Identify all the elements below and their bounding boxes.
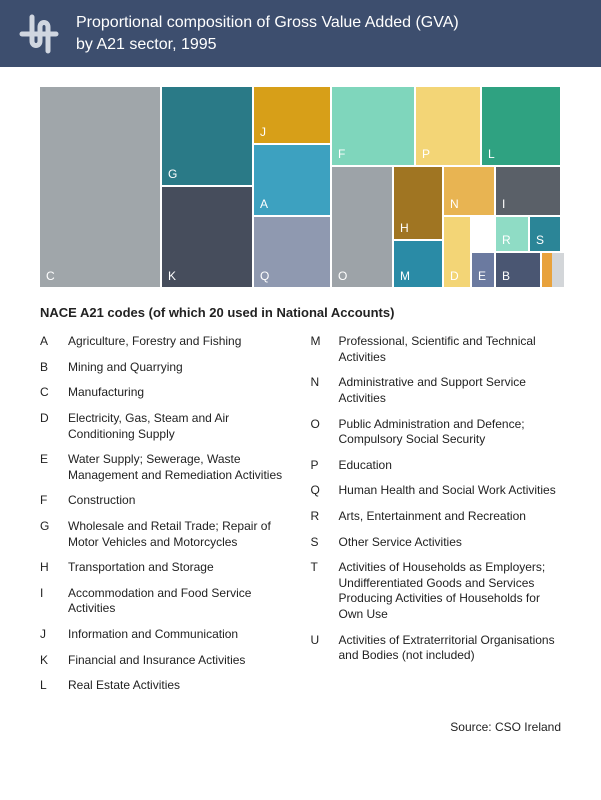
legend-columns: A Agriculture, Forestry and Fishing B Minin… [40,334,561,704]
legend-text: Electricity, Gas, Steam and Air Conditio… [68,411,291,442]
legend-code: M [311,334,325,365]
title-line2: by A21 sector, 1995 [76,36,217,53]
legend-row-K: K Financial and Insurance Activities [40,653,291,669]
treemap-cell-P: P [416,87,480,165]
legend-code: C [40,385,54,401]
treemap-cell-C: C [40,87,160,287]
treemap-chart: CGKJAQFPL OHNI MDRS EB [40,87,560,287]
legend-code: F [40,493,54,509]
treemap-cell-Q: Q [254,217,330,287]
page-title: Proportional composition of Gross Value … [76,12,459,55]
header: Proportional composition of Gross Value … [0,0,601,67]
treemap-cell-J: J [254,87,330,143]
legend-text: Construction [68,493,291,509]
legend-text: Financial and Insurance Activities [68,653,291,669]
legend-row-P: P Education [311,458,562,474]
legend-code: L [40,678,54,694]
legend-text: Professional, Scientific and Technical A… [339,334,562,365]
legend-row-O: O Public Administration and Defence; Comp… [311,417,562,448]
legend-code: R [311,509,325,525]
legend-code: J [40,627,54,643]
legend-col-right: M Professional, Scientific and Technical … [311,334,562,704]
legend-row-B: B Mining and Quarrying [40,360,291,376]
legend-code: O [311,417,325,448]
legend-code: H [40,560,54,576]
legend-row-G: G Wholesale and Retail Trade; Repair of M… [40,519,291,550]
title-line1: Proportional composition of Gross Value … [76,14,459,31]
legend-text: Manufacturing [68,385,291,401]
legend-row-H: H Transportation and Storage [40,560,291,576]
legend-code: K [40,653,54,669]
source-attribution: Source: CSO Ireland [0,714,601,750]
legend-row-I: I Accommodation and Food Service Activiti… [40,586,291,617]
treemap-cell-D: D [444,217,470,287]
legend-section: NACE A21 codes (of which 20 used in Nati… [0,297,601,714]
legend-code: I [40,586,54,617]
legend-text: Information and Communication [68,627,291,643]
legend-row-N: N Administrative and Support Service Acti… [311,375,562,406]
legend-row-M: M Professional, Scientific and Technical … [311,334,562,365]
legend-text: Arts, Entertainment and Recreation [339,509,562,525]
treemap-cell-K: K [162,187,252,287]
legend-code: A [40,334,54,350]
legend-code: E [40,452,54,483]
legend-col-left: A Agriculture, Forestry and Fishing B Minin… [40,334,291,704]
legend-row-F: F Construction [40,493,291,509]
treemap-cell-G: G [162,87,252,185]
legend-text: Water Supply; Sewerage, Waste Management… [68,452,291,483]
legend-code: B [40,360,54,376]
legend-text: Agriculture, Forestry and Fishing [68,334,291,350]
legend-row-E: E Water Supply; Sewerage, Waste Managemen… [40,452,291,483]
treemap-cell-L: L [482,87,560,165]
treemap-cell-R: R [496,217,528,251]
legend-row-S: S Other Service Activities [311,535,562,551]
treemap-cell-E: E [472,253,494,287]
legend-code: Q [311,483,325,499]
legend-text: Transportation and Storage [68,560,291,576]
legend-code: N [311,375,325,406]
legend-text: Accommodation and Food Service Activitie… [68,586,291,617]
treemap-cell-O: O [332,167,392,287]
treemap-cell-H: H [394,167,442,239]
legend-row-L: L Real Estate Activities [40,678,291,694]
legend-row-A: A Agriculture, Forestry and Fishing [40,334,291,350]
legend-text: Real Estate Activities [68,678,291,694]
legend-text: Activities of Households as Employers; U… [339,560,562,622]
legend-text: Activities of Extraterritorial Organisat… [339,633,562,664]
legend-row-Q: Q Human Health and Social Work Activities [311,483,562,499]
legend-text: Other Service Activities [339,535,562,551]
legend-row-J: J Information and Communication [40,627,291,643]
legend-text: Education [339,458,562,474]
legend-row-R: R Arts, Entertainment and Recreation [311,509,562,525]
legend-code: G [40,519,54,550]
cso-logo-icon [18,13,60,55]
legend-text: Mining and Quarrying [68,360,291,376]
legend-code: D [40,411,54,442]
treemap-cell-unlabeled [552,253,564,287]
legend-row-T: TActivities of Households as Employers; … [311,560,562,622]
legend-code: S [311,535,325,551]
treemap-cell-N: N [444,167,494,215]
treemap-cell-I: I [496,167,560,215]
legend-row-U: U Activities of Extraterritorial Organisa… [311,633,562,664]
treemap-cell-B: B [496,253,540,287]
treemap-cell-A: A [254,145,330,215]
legend-code: T [311,560,325,622]
legend-text: Wholesale and Retail Trade; Repair of Mo… [68,519,291,550]
legend-code: U [311,633,325,664]
legend-text: Public Administration and Defence; Compu… [339,417,562,448]
legend-title: NACE A21 codes (of which 20 used in Nati… [40,305,561,320]
legend-row-D: D Electricity, Gas, Steam and Air Conditi… [40,411,291,442]
legend-text: Human Health and Social Work Activities [339,483,562,499]
legend-code: P [311,458,325,474]
treemap-cell-M: M [394,241,442,287]
legend-row-C: C Manufacturing [40,385,291,401]
treemap-container: CGKJAQFPL OHNI MDRS EB [0,67,601,297]
legend-text: Administrative and Support Service Activ… [339,375,562,406]
treemap-cell-S: S [530,217,560,251]
treemap-cell-F: F [332,87,414,165]
